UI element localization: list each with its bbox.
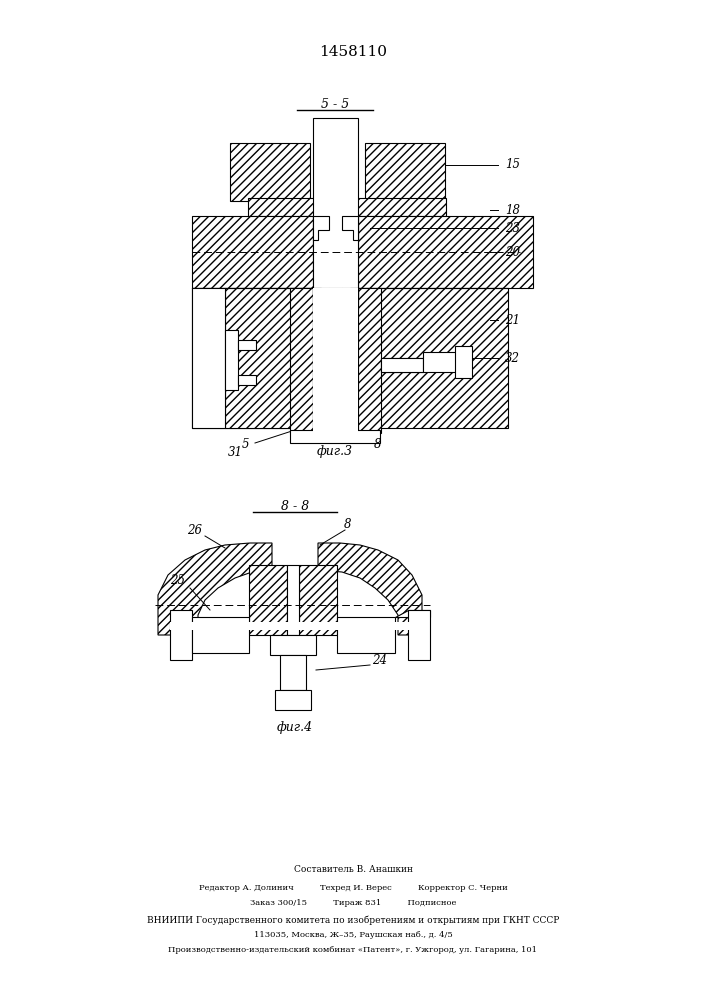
Polygon shape (287, 565, 299, 635)
Bar (381, 358, 423, 372)
Polygon shape (337, 617, 395, 653)
Bar (358, 216, 533, 288)
Polygon shape (313, 288, 329, 298)
Polygon shape (423, 352, 460, 372)
Polygon shape (158, 543, 272, 635)
Polygon shape (313, 216, 329, 240)
Polygon shape (238, 340, 256, 350)
Polygon shape (280, 655, 306, 690)
Text: 31: 31 (228, 446, 243, 458)
Text: 26: 26 (187, 524, 202, 536)
Text: 1458110: 1458110 (319, 45, 387, 59)
Polygon shape (275, 690, 311, 710)
Bar (249, 565, 287, 635)
Text: фиг.4: фиг.4 (277, 722, 313, 734)
Text: 18: 18 (505, 204, 520, 217)
Polygon shape (238, 375, 256, 385)
Text: фиг.3: фиг.3 (317, 446, 353, 458)
Bar (381, 358, 423, 372)
Polygon shape (350, 288, 358, 310)
Polygon shape (408, 610, 430, 660)
Polygon shape (192, 617, 249, 653)
Text: Редактор А. Долинич          Техред И. Верес          Корректор С. Черни: Редактор А. Долинич Техред И. Верес Корр… (199, 884, 508, 892)
Text: 15: 15 (505, 158, 520, 172)
Polygon shape (225, 330, 238, 390)
Text: 22: 22 (325, 120, 339, 130)
Polygon shape (170, 622, 420, 630)
Polygon shape (170, 610, 192, 660)
Bar (192, 216, 313, 288)
Polygon shape (395, 610, 430, 617)
Text: 5 - 5: 5 - 5 (321, 99, 349, 111)
Polygon shape (270, 635, 316, 655)
Polygon shape (455, 346, 472, 378)
Bar (192, 288, 313, 428)
Polygon shape (313, 288, 321, 310)
Polygon shape (313, 288, 358, 433)
Text: 23: 23 (505, 222, 520, 234)
Bar (365, 143, 445, 201)
Bar (230, 143, 310, 201)
Text: ВНИИПИ Государственного комитета по изобретениям и открытиям при ГКНТ СССР: ВНИИПИ Государственного комитета по изоб… (147, 915, 559, 925)
Text: Производственно-издательский комбинат «Патент», г. Ужгород, ул. Гагарина, 101: Производственно-издательский комбинат «П… (168, 946, 537, 954)
Polygon shape (329, 288, 342, 300)
Polygon shape (318, 543, 422, 635)
Text: 8 - 8: 8 - 8 (281, 500, 309, 514)
Bar (358, 288, 381, 433)
Text: Заказ 300/15          Тираж 831          Подписное: Заказ 300/15 Тираж 831 Подписное (250, 899, 456, 907)
Text: 21: 21 (505, 314, 520, 326)
Bar (358, 288, 508, 428)
Text: 32: 32 (505, 352, 520, 364)
Text: 25: 25 (170, 574, 185, 586)
Text: 20: 20 (505, 245, 520, 258)
Bar (248, 198, 446, 216)
Polygon shape (192, 288, 225, 428)
Bar (290, 288, 313, 433)
Text: 24: 24 (373, 654, 387, 666)
Text: 113035, Москва, Ж–35, Раушская наб., д. 4/5: 113035, Москва, Ж–35, Раушская наб., д. … (254, 931, 452, 939)
Bar (225, 288, 313, 428)
Text: 5: 5 (241, 438, 249, 452)
Polygon shape (342, 216, 358, 240)
Polygon shape (342, 288, 358, 298)
Bar (299, 565, 337, 635)
Text: 8: 8 (344, 518, 352, 532)
Bar (290, 430, 380, 443)
Text: Составитель В. Анашкин: Составитель В. Анашкин (293, 865, 412, 874)
Bar (313, 118, 358, 438)
Text: 8: 8 (374, 438, 382, 452)
